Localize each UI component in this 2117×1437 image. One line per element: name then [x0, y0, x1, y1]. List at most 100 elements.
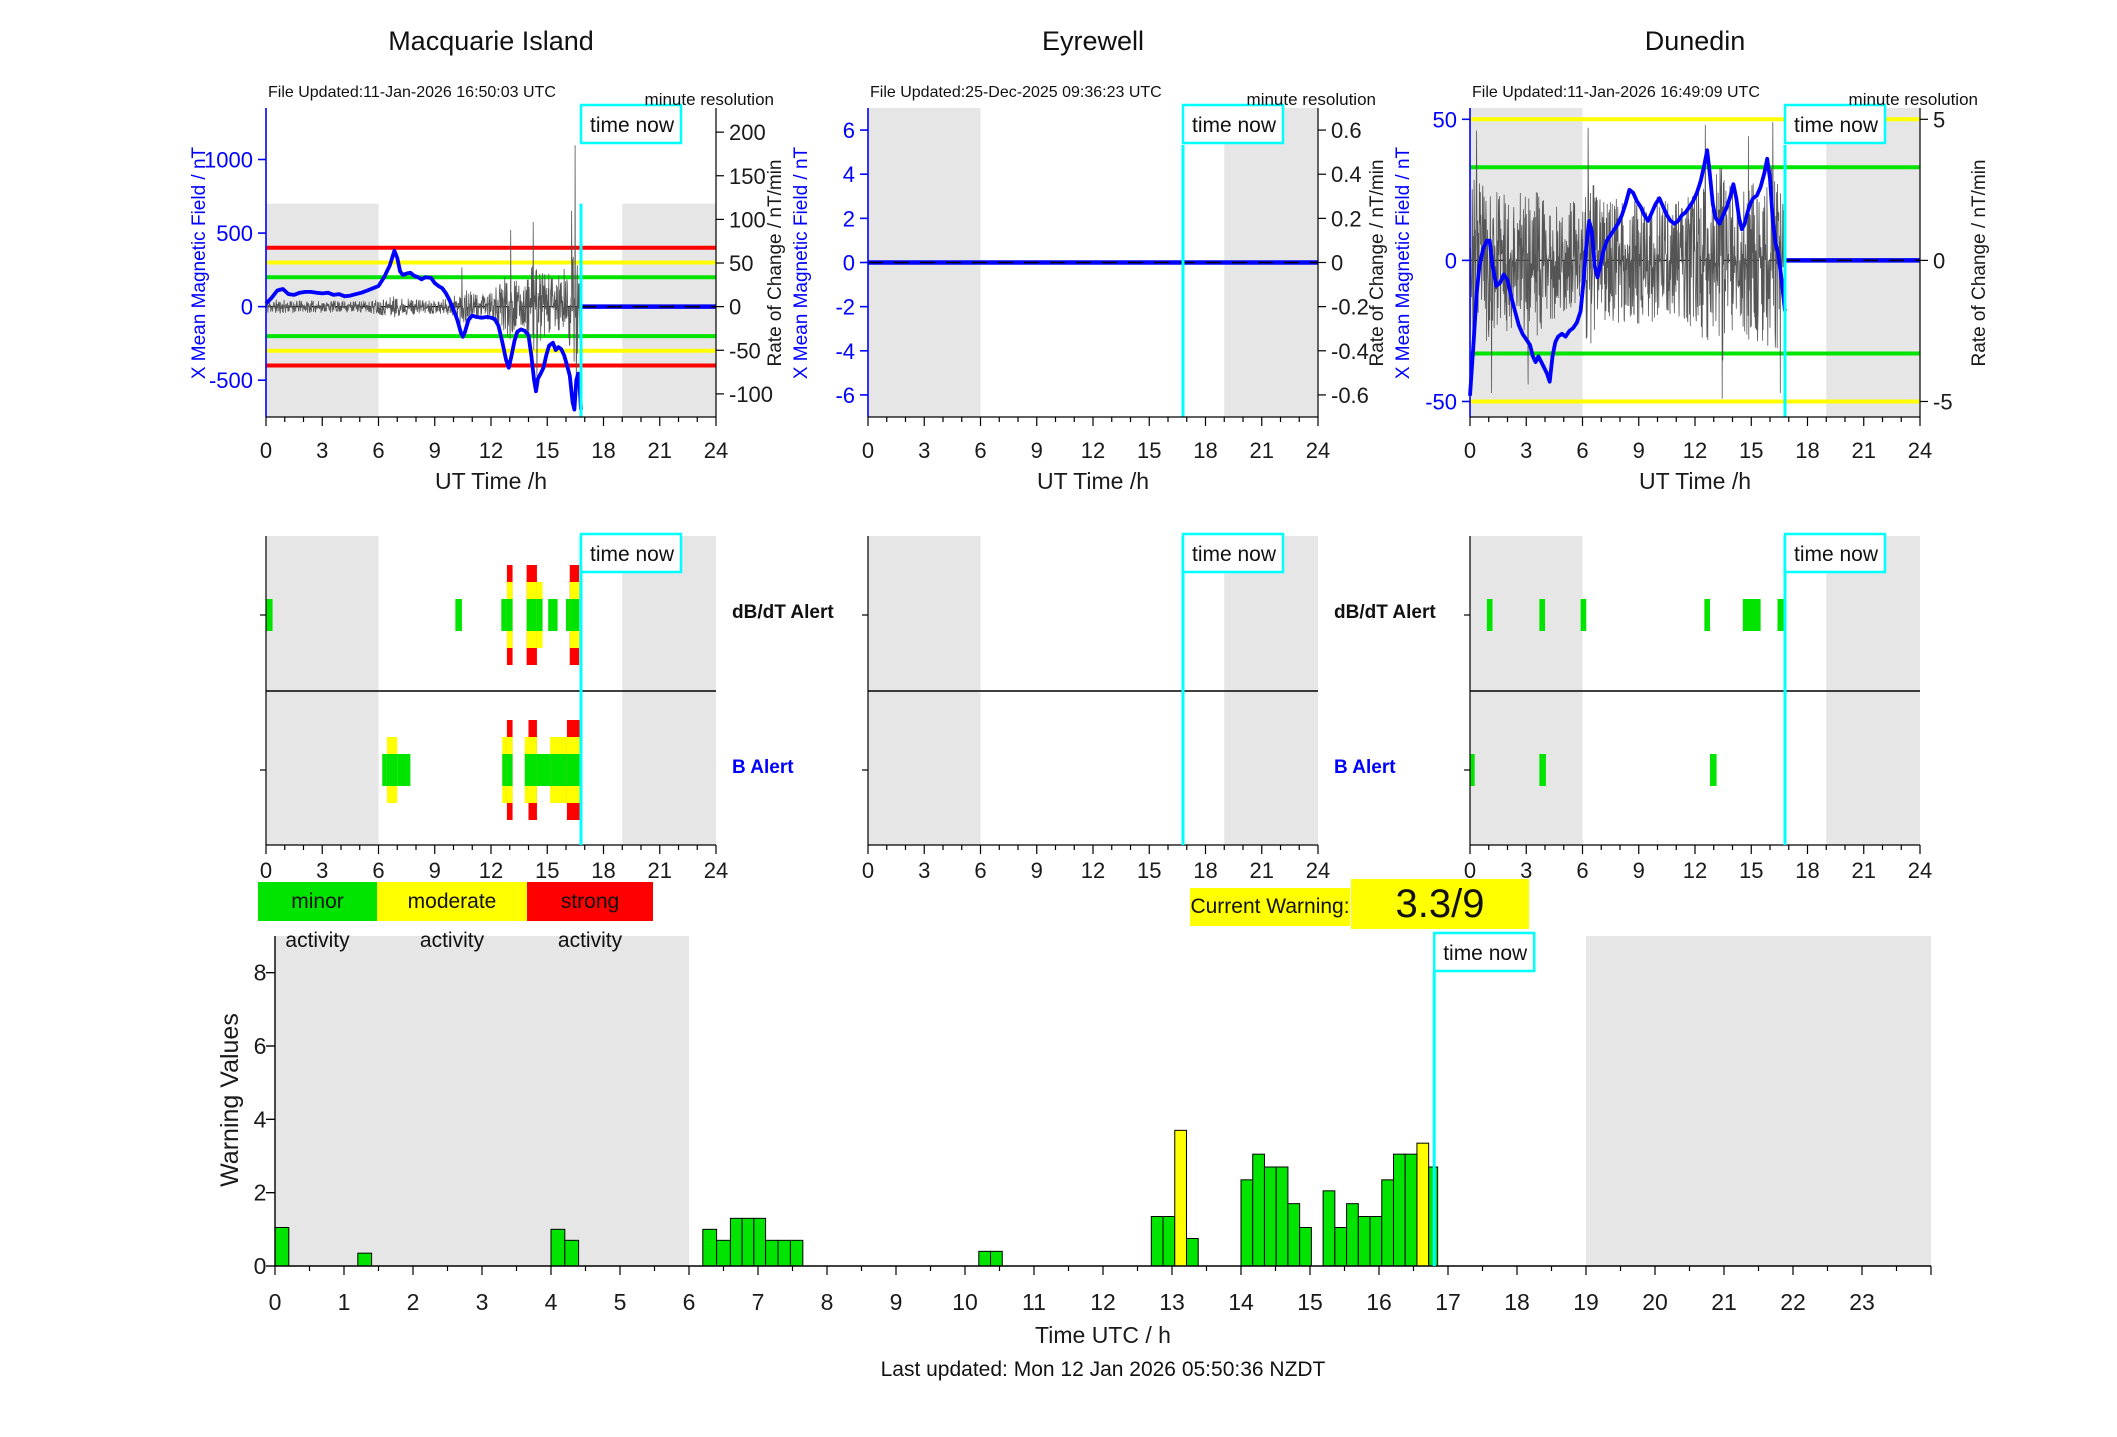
left-tick-label: -50: [1425, 389, 1457, 414]
right-tick-label: -5: [1933, 389, 1953, 414]
warning-value-bar: [564, 1239, 580, 1267]
x-tick-label: 21: [648, 858, 672, 883]
x-axis-label-dunedin: UT Time /h: [1638, 468, 1752, 494]
x-tick-label: 18: [1504, 1289, 1530, 1315]
x-tick-label: 11: [1022, 1289, 1046, 1315]
time-now-flag-label: time now: [590, 114, 675, 137]
left-tick-label: 1000: [204, 148, 253, 173]
x-tick-label: 24: [704, 858, 728, 883]
warning-value-bar: [716, 1239, 731, 1267]
y-axis-label-rate-dunedin: Rate of Change / nT/min: [1969, 159, 1990, 367]
warning-value-bar: [550, 1228, 566, 1267]
right-tick-label: 0.6: [1331, 118, 1362, 143]
left-tick-label: -6: [835, 383, 855, 408]
x-tick-label: 21: [1250, 858, 1274, 883]
minute-resolution-eyrewell: minute resolution: [1246, 90, 1376, 109]
x-axis-label-eyrewell: UT Time /h: [1036, 468, 1150, 494]
left-tick-label: 0: [241, 295, 253, 320]
right-tick-label: 200: [729, 120, 766, 145]
x-tick-label: 22: [1780, 1289, 1806, 1315]
right-tick-label: 50: [729, 251, 753, 276]
x-tick-label: 24: [704, 438, 728, 463]
warning-value-bar: [1369, 1216, 1383, 1267]
b-alert-mark: [502, 754, 507, 786]
dbdt-alert-mark: [1580, 599, 1587, 631]
file-updated-macquarie: File Updated:11-Jan-2026 16:50:03 UTC: [268, 84, 556, 101]
warning-values-axis-label: Warning Values: [216, 1013, 244, 1187]
right-tick-label: 100: [729, 207, 766, 232]
x-tick-label: 9: [429, 438, 441, 463]
left-tick-label: 50: [1433, 107, 1457, 132]
b-alert-mark: [506, 754, 513, 786]
last-updated-text: Last updated: Mon 12 Jan 2026 05:50:36 N…: [880, 1358, 1326, 1381]
x-tick-label: 3: [918, 438, 930, 463]
x-tick-label: 6: [1576, 858, 1588, 883]
y-tick-label: 4: [254, 1106, 267, 1132]
x-tick-label: 9: [1633, 858, 1645, 883]
dbdt-alert-mark: [548, 599, 558, 631]
x-tick-label: 15: [535, 438, 559, 463]
x-tick-label: 4: [545, 1289, 558, 1315]
right-tick-label: -0.6: [1331, 383, 1369, 408]
b-alert-mark: [1539, 754, 1546, 786]
night-shade-region: [622, 203, 716, 417]
dbdt-alert-label-eyrewell: dB/dT Alert: [1334, 602, 1436, 623]
right-tick-label: 150: [729, 164, 766, 189]
x-tick-label: 3: [1520, 438, 1532, 463]
x-tick-label: 9: [890, 1289, 903, 1315]
legend-minor-activity: minor activity: [258, 882, 377, 952]
warning-value-bar: [357, 1252, 373, 1267]
warning-value-bar: [1357, 1216, 1371, 1267]
b-alert-mark: [566, 754, 581, 786]
x-tick-label: 17: [1435, 1289, 1461, 1315]
rate-of-change-line: [265, 145, 582, 381]
y-axis-label-rate-eyrewell: Rate of Change / nT/min: [1367, 159, 1388, 367]
warning-value-bar: [1381, 1179, 1394, 1267]
x-tick-label: 6: [974, 438, 986, 463]
x-tick-label: 9: [1031, 858, 1043, 883]
time-now-flag-label: time now: [1794, 543, 1879, 566]
dbdt-alert-mark: [455, 599, 462, 631]
minute-resolution-dunedin: minute resolution: [1848, 90, 1978, 109]
y-tick-label: 8: [254, 960, 267, 986]
b-alert-mark: [524, 754, 529, 786]
b-alert-mark: [386, 754, 398, 786]
right-tick-label: -100: [729, 382, 773, 407]
time-now-flag-label: time now: [1443, 942, 1528, 965]
right-tick-label: -0.4: [1331, 339, 1369, 364]
x-tick-label: 8: [821, 1289, 834, 1315]
warning-value-bar: [1322, 1190, 1336, 1267]
minute-resolution-macquarie: minute resolution: [644, 90, 774, 109]
file-updated-eyrewell: File Updated:25-Dec-2025 09:36:23 UTC: [870, 84, 1162, 101]
mean-field-line: [264, 248, 583, 412]
x-tick-label: 12: [1683, 438, 1707, 463]
x-tick-label: 23: [1849, 1289, 1875, 1315]
y-axis-label-rate-macquarie: Rate of Change / nT/min: [765, 159, 786, 367]
x-tick-label: 20: [1642, 1289, 1668, 1315]
right-tick-label: 0: [1933, 248, 1945, 273]
x-tick-label: 18: [591, 858, 615, 883]
station-title-dunedin: Dunedin: [1644, 26, 1746, 56]
x-tick-label: 3: [316, 438, 328, 463]
dbdt-alert-mark: [506, 599, 513, 631]
right-tick-label: 5: [1933, 107, 1945, 132]
warning-value-bar: [1174, 1129, 1187, 1267]
dbdt-alert-mark: [569, 599, 580, 631]
right-tick-label: 0.4: [1331, 162, 1362, 187]
warning-value-bar: [1150, 1216, 1164, 1267]
station-title-macquarie-island: Macquarie Island: [388, 26, 594, 56]
warning-value-bar: [1162, 1216, 1176, 1267]
time-now-flag: [1181, 103, 1285, 145]
warning-value-bar: [978, 1250, 992, 1267]
y-tick-label: 2: [254, 1180, 267, 1206]
time-now-flag: [579, 103, 683, 145]
x-tick-label: 15: [1739, 858, 1763, 883]
time-now-flag-label: time now: [1794, 114, 1879, 137]
x-tick-label: 21: [1852, 438, 1876, 463]
b-alert-mark: [1470, 754, 1475, 786]
warning-value-bar: [741, 1217, 755, 1267]
warning-value-bar: [1185, 1238, 1199, 1267]
x-tick-label: 12: [1683, 858, 1707, 883]
time-now-flag-label: time now: [1192, 114, 1277, 137]
